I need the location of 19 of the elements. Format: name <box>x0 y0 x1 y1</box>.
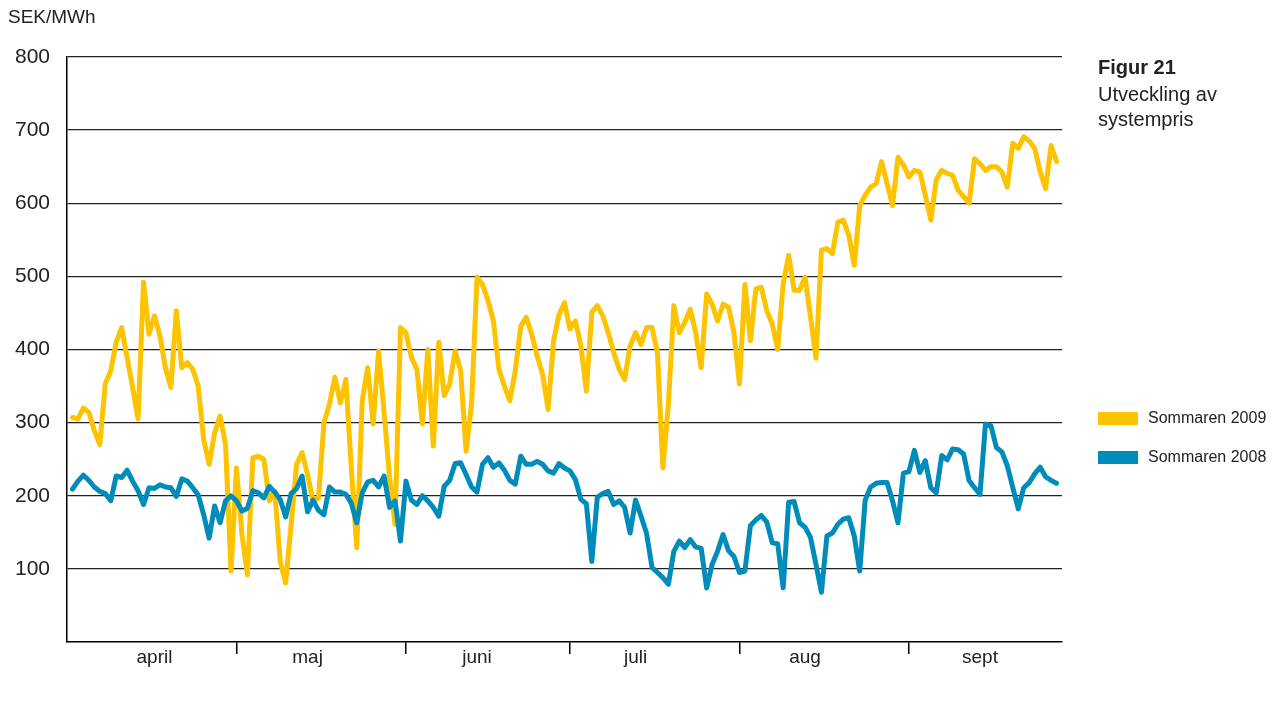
y-tick-label: 300 <box>14 409 50 433</box>
y-tick-label: 600 <box>14 190 50 214</box>
y-tick-label: 700 <box>14 116 50 140</box>
x-tick-label: aug <box>789 645 821 667</box>
y-tick-label: 400 <box>14 336 50 360</box>
x-tick-label: april <box>136 645 173 667</box>
text: Utveckling av systempris <box>1098 82 1218 132</box>
legend-label: Sommaren 2009 <box>1148 409 1267 427</box>
y-axis-title: SEK/MWh <box>8 6 96 28</box>
x-tick-label: maj <box>292 645 323 667</box>
legend-label: Sommaren 2008 <box>1148 448 1267 466</box>
y-tick-label: 200 <box>14 482 50 506</box>
y-tick-label: 500 <box>14 263 50 287</box>
x-tick-label: juni <box>461 645 492 667</box>
y-tick-label: 100 <box>14 555 50 579</box>
x-tick-label: sept <box>962 645 999 667</box>
text: Figur 21 <box>1098 56 1176 79</box>
y-tick-label: 800 <box>14 43 50 67</box>
x-tick-label: juli <box>622 645 648 667</box>
